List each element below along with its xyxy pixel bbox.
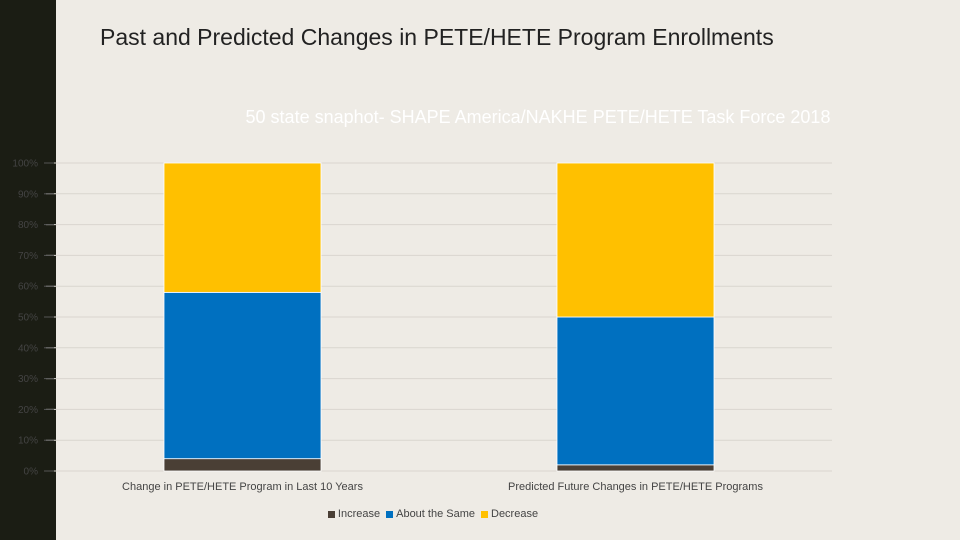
y-tick-label: 50% bbox=[18, 313, 38, 324]
x-category-label: Predicted Future Changes in PETE/HETE Pr… bbox=[508, 481, 763, 493]
y-axis: 0% 10% 20% 30% 40% 50% 60% 70% 80% 90% 100% bbox=[12, 159, 54, 478]
legend-label: Decrease bbox=[491, 508, 539, 520]
y-tick-label: 10% bbox=[18, 436, 38, 447]
y-tick-label: 90% bbox=[18, 189, 38, 200]
bar-segment-decrease bbox=[556, 162, 715, 318]
y-tick-label: 80% bbox=[18, 220, 38, 231]
y-tick-label: 30% bbox=[18, 374, 38, 385]
y-tick-label: 70% bbox=[18, 251, 38, 262]
x-axis: Change in PETE/HETE Program in Last 10 Y… bbox=[122, 481, 763, 493]
chart-title: 50 state snaphot- SHAPE America/NAKHE PE… bbox=[245, 107, 831, 127]
slide-title: Past and Predicted Changes in PETE/HETE … bbox=[100, 24, 774, 50]
bar-segment-about-the-same bbox=[163, 291, 322, 460]
y-tick-label: 0% bbox=[24, 467, 39, 478]
legend-item: Increase bbox=[327, 508, 381, 520]
legend-swatch bbox=[327, 510, 335, 518]
y-tick-label: 40% bbox=[18, 343, 38, 354]
bar-segment-increase bbox=[163, 458, 322, 472]
y-tick-label: 60% bbox=[18, 282, 38, 293]
legend-item: Decrease bbox=[481, 508, 538, 520]
x-category-label: Change in PETE/HETE Program in Last 10 Y… bbox=[122, 481, 363, 493]
legend-label: Increase bbox=[337, 508, 381, 520]
left-accent-stripe bbox=[0, 0, 56, 540]
bars bbox=[163, 162, 715, 472]
legend: Increase About the Same Decrease bbox=[0, 508, 866, 520]
legend-swatch bbox=[386, 510, 394, 518]
y-tick-label: 20% bbox=[18, 405, 38, 416]
legend-swatch bbox=[481, 510, 488, 518]
legend-item: About the Same bbox=[386, 508, 475, 520]
bar-segment-increase bbox=[556, 464, 715, 472]
bar-segment-about-the-same bbox=[556, 316, 715, 466]
y-tick-label: 100% bbox=[12, 159, 38, 170]
legend-label: About the Same bbox=[396, 508, 475, 520]
bar-segment-decrease bbox=[163, 162, 322, 293]
